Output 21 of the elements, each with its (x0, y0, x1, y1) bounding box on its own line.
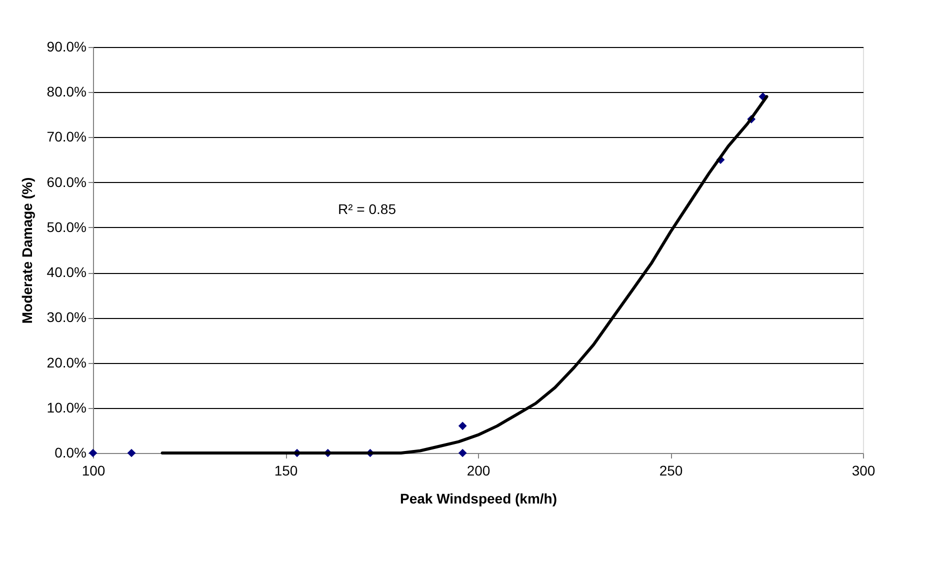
point (458, 448, 467, 458)
y-tick-label: 0.0% (54, 444, 86, 460)
x-tick-label: 100 (82, 462, 106, 478)
y-tick-label: 60.0% (46, 174, 86, 190)
y-tick-label: 40.0% (46, 264, 86, 280)
x-tick-label: 300 (852, 462, 876, 478)
x-tick-label: 150 (274, 462, 298, 478)
point (458, 422, 467, 430)
annotation: R² = 0.85 (338, 201, 396, 217)
point (127, 448, 136, 458)
x-axis-title: Peak Windspeed (km/h) (400, 490, 558, 506)
x-tick-label: 250 (659, 462, 683, 478)
y-tick-label: 70.0% (46, 128, 86, 145)
y-tick-label: 90.0% (46, 38, 86, 54)
y-tick-label: 30.0% (46, 309, 86, 326)
y-tick-label: 80.0% (46, 84, 86, 100)
y-tick-label: 50.0% (46, 218, 86, 235)
y-tick-label: 20.0% (46, 354, 86, 370)
x-tick-label: 200 (466, 462, 490, 478)
y-tick-label: 10.0% (46, 399, 86, 416)
y-axis-title: Moderate Damage (%) (18, 177, 35, 324)
